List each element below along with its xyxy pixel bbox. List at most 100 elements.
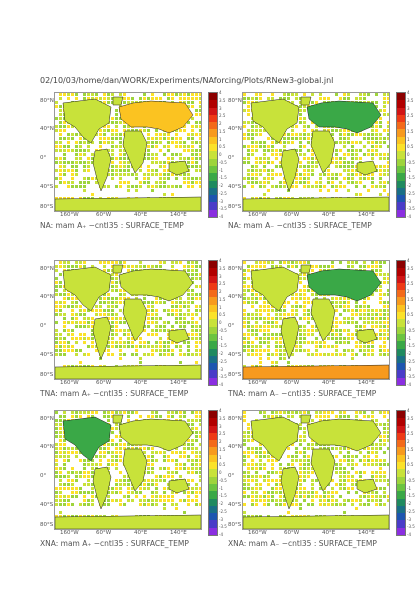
colorbar-segment bbox=[397, 418, 405, 427]
data-cell bbox=[355, 181, 358, 184]
data-cell bbox=[339, 133, 342, 136]
data-cell bbox=[71, 317, 74, 320]
data-cell bbox=[115, 297, 118, 300]
data-cell bbox=[271, 141, 274, 144]
data-cell bbox=[387, 435, 389, 438]
data-cell bbox=[63, 345, 66, 348]
data-cell bbox=[283, 141, 286, 144]
data-cell bbox=[383, 333, 386, 336]
data-cell bbox=[331, 133, 334, 136]
data-cell bbox=[375, 479, 378, 482]
data-cell bbox=[67, 141, 70, 144]
data-cell bbox=[279, 467, 282, 470]
data-cell bbox=[343, 301, 346, 304]
data-cell bbox=[267, 137, 270, 140]
data-cell bbox=[331, 177, 334, 180]
data-cell bbox=[291, 293, 294, 296]
data-cell bbox=[99, 451, 102, 454]
data-cell bbox=[263, 463, 266, 466]
data-cell bbox=[195, 165, 198, 168]
data-cell bbox=[55, 427, 58, 430]
data-cell bbox=[339, 415, 342, 418]
data-cell bbox=[175, 463, 178, 466]
continent-region bbox=[243, 514, 389, 529]
data-cell bbox=[91, 309, 94, 312]
data-cell bbox=[303, 145, 306, 148]
data-cell bbox=[283, 345, 286, 348]
continent-region bbox=[356, 160, 378, 176]
data-cell bbox=[343, 341, 346, 344]
data-cell bbox=[331, 495, 334, 498]
colorbar-label: 0 bbox=[407, 320, 410, 325]
data-cell bbox=[71, 125, 74, 128]
data-cell bbox=[63, 455, 66, 458]
data-cell bbox=[311, 471, 314, 474]
data-cell bbox=[279, 349, 282, 352]
data-cell bbox=[279, 309, 282, 312]
data-cell bbox=[243, 137, 246, 140]
data-cell bbox=[347, 451, 350, 454]
data-cell bbox=[383, 459, 386, 462]
data-cell bbox=[311, 165, 314, 168]
continent-region bbox=[118, 268, 194, 302]
data-cell bbox=[67, 365, 70, 368]
colorbar-segment bbox=[397, 173, 405, 182]
data-cell bbox=[179, 173, 182, 176]
data-cell bbox=[267, 169, 270, 172]
data-cell bbox=[151, 345, 154, 348]
data-cell bbox=[375, 273, 378, 276]
data-cell bbox=[339, 301, 342, 304]
data-cell bbox=[55, 321, 58, 324]
data-cell bbox=[79, 411, 82, 414]
data-cell bbox=[271, 177, 274, 180]
data-cell bbox=[247, 431, 250, 434]
data-cell bbox=[151, 313, 154, 316]
data-cell bbox=[307, 443, 310, 446]
data-cell bbox=[107, 293, 110, 296]
data-cell bbox=[379, 447, 382, 450]
data-cell bbox=[259, 265, 262, 268]
data-cell bbox=[55, 161, 58, 164]
data-cell bbox=[307, 133, 310, 136]
data-cell bbox=[387, 419, 389, 422]
data-cell bbox=[323, 495, 326, 498]
data-cell bbox=[359, 325, 362, 328]
data-cell bbox=[303, 121, 306, 124]
data-cell bbox=[263, 317, 266, 320]
data-cell bbox=[267, 145, 270, 148]
data-cell bbox=[279, 173, 282, 176]
data-cell bbox=[123, 333, 126, 336]
data-cell bbox=[371, 345, 374, 348]
data-cell bbox=[351, 177, 354, 180]
colorbar-label: 4 bbox=[407, 90, 410, 95]
data-cell bbox=[295, 125, 298, 128]
data-cell bbox=[335, 471, 338, 474]
data-cell bbox=[383, 261, 386, 264]
data-cell bbox=[375, 455, 378, 458]
data-cell bbox=[199, 101, 201, 104]
data-cell bbox=[167, 97, 170, 100]
data-cell bbox=[283, 181, 286, 184]
data-cell bbox=[183, 451, 186, 454]
colorbar-label: -4 bbox=[407, 214, 411, 219]
data-cell bbox=[87, 463, 90, 466]
data-cell bbox=[323, 411, 326, 414]
data-cell bbox=[339, 447, 342, 450]
data-cell bbox=[187, 349, 190, 352]
data-cell bbox=[367, 341, 370, 344]
colorbar-segment bbox=[209, 333, 217, 342]
data-cell bbox=[299, 487, 302, 490]
colorbar-segment bbox=[397, 440, 405, 448]
data-cell bbox=[251, 353, 254, 356]
data-cell bbox=[143, 451, 146, 454]
data-cell bbox=[255, 261, 258, 264]
data-cell bbox=[247, 325, 250, 328]
lon-tick-label: 160°W bbox=[60, 212, 79, 218]
colorbar-segment bbox=[397, 180, 405, 189]
data-cell bbox=[111, 117, 114, 120]
data-cell bbox=[375, 93, 378, 96]
map-svg bbox=[243, 93, 389, 211]
data-cell bbox=[387, 113, 389, 116]
data-cell bbox=[143, 499, 146, 502]
data-cell bbox=[303, 447, 306, 450]
